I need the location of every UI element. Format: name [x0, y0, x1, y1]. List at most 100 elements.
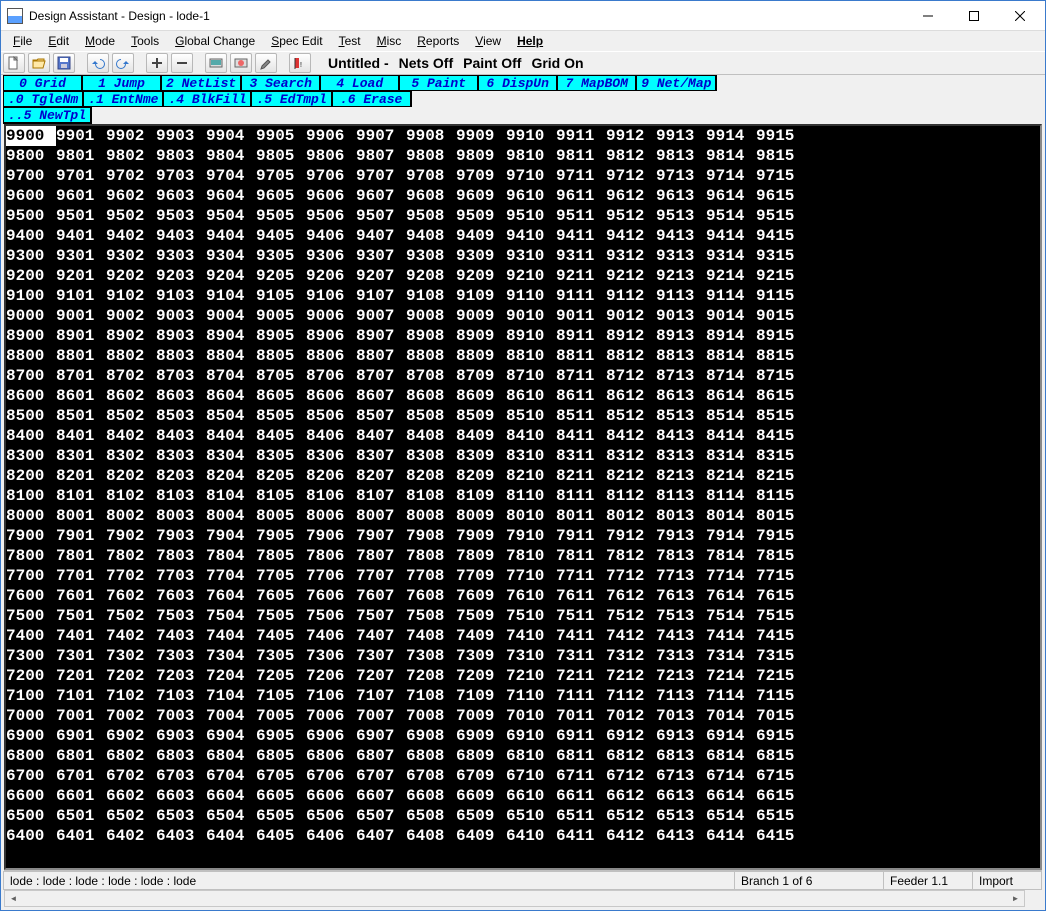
grid-cell[interactable]: 7909: [456, 526, 506, 546]
grid-cell[interactable]: 7314: [706, 646, 756, 666]
menu-mode[interactable]: Mode: [77, 32, 123, 50]
grid-cell[interactable]: 8812: [606, 346, 656, 366]
grid-cell[interactable]: 7200: [6, 666, 56, 686]
grid-cell[interactable]: 9714: [706, 166, 756, 186]
grid-cell[interactable]: 6610: [506, 786, 556, 806]
grid-cell[interactable]: 8515: [756, 406, 806, 426]
grid-cell[interactable]: 7102: [106, 686, 156, 706]
grid-cell[interactable]: 8805: [256, 346, 306, 366]
grid-cell[interactable]: 9906: [306, 126, 356, 146]
grid-cell[interactable]: 7015: [756, 706, 806, 726]
grid-cell[interactable]: 8700: [6, 366, 56, 386]
menu-help[interactable]: Help: [509, 32, 551, 50]
grid-cell[interactable]: 8015: [756, 506, 806, 526]
grid-cell[interactable]: 7312: [606, 646, 656, 666]
grid-cell[interactable]: 8213: [656, 466, 706, 486]
grid-cell[interactable]: 7300: [6, 646, 56, 666]
grid-cell[interactable]: 8307: [356, 446, 406, 466]
grid-cell[interactable]: 7203: [156, 666, 206, 686]
grid-cell[interactable]: 8808: [406, 346, 456, 366]
grid-cell[interactable]: 8303: [156, 446, 206, 466]
grid-cell[interactable]: 8110: [506, 486, 556, 506]
grid-cell[interactable]: 8312: [606, 446, 656, 466]
grid-cell[interactable]: 8405: [256, 426, 306, 446]
grid-cell[interactable]: 9315: [756, 246, 806, 266]
grid-cell[interactable]: 6808: [406, 746, 456, 766]
grid-cell[interactable]: 7711: [556, 566, 606, 586]
grid-cell[interactable]: 8806: [306, 346, 356, 366]
grid-cell[interactable]: 9210: [506, 266, 556, 286]
grid-cell[interactable]: 7313: [656, 646, 706, 666]
grid-cell[interactable]: 6715: [756, 766, 806, 786]
grid-cell[interactable]: 9701: [56, 166, 106, 186]
grid-cell[interactable]: 9203: [156, 266, 206, 286]
grid-cell[interactable]: 8513: [656, 406, 706, 426]
grid-cell[interactable]: 7805: [256, 546, 306, 566]
grid-cell[interactable]: 8003: [156, 506, 206, 526]
grid-cell[interactable]: 6700: [6, 766, 56, 786]
grid-cell[interactable]: 9704: [206, 166, 256, 186]
maximize-button[interactable]: [951, 2, 997, 30]
grid-cell[interactable]: 9710: [506, 166, 556, 186]
grid-cell[interactable]: 7907: [356, 526, 406, 546]
grid-cell[interactable]: 9201: [56, 266, 106, 286]
fn-button-0-grid[interactable]: 0 Grid: [3, 75, 83, 92]
grid-cell[interactable]: 9515: [756, 206, 806, 226]
grid-cell[interactable]: 9907: [356, 126, 406, 146]
grid-cell[interactable]: 9708: [406, 166, 456, 186]
grid-cell[interactable]: 6801: [56, 746, 106, 766]
fn-button--6-erase[interactable]: .6 Erase: [332, 91, 412, 108]
grid-cell[interactable]: 8813: [656, 346, 706, 366]
grid-cell[interactable]: 6406: [306, 826, 356, 846]
grid-cell[interactable]: 9313: [656, 246, 706, 266]
grid-cell[interactable]: 8903: [156, 326, 206, 346]
grid-cell[interactable]: 8006: [306, 506, 356, 526]
grid-cell[interactable]: 9711: [556, 166, 606, 186]
grid-cell[interactable]: 8406: [306, 426, 356, 446]
grid-cell[interactable]: 9802: [106, 146, 156, 166]
grid-cell[interactable]: 9812: [606, 146, 656, 166]
grid-cell[interactable]: 6811: [556, 746, 606, 766]
grid-cell[interactable]: 8103: [156, 486, 206, 506]
grid-cell[interactable]: 7813: [656, 546, 706, 566]
grid-cell[interactable]: 8008: [406, 506, 456, 526]
grid-cell[interactable]: 7904: [206, 526, 256, 546]
grid-cell[interactable]: 7403: [156, 626, 206, 646]
grid-cell[interactable]: 6810: [506, 746, 556, 766]
grid-cell[interactable]: 6709: [456, 766, 506, 786]
grid-cell[interactable]: 9112: [606, 286, 656, 306]
grid-cell[interactable]: 7802: [106, 546, 156, 566]
grid-cell[interactable]: 7406: [306, 626, 356, 646]
grid-cell[interactable]: 9412: [606, 226, 656, 246]
grid-cell[interactable]: 8904: [206, 326, 256, 346]
grid-cell[interactable]: 8301: [56, 446, 106, 466]
close-button[interactable]: [997, 2, 1043, 30]
grid-cell[interactable]: 8208: [406, 466, 456, 486]
menu-misc[interactable]: Misc: [369, 32, 410, 50]
grid-cell[interactable]: 9902: [106, 126, 156, 146]
remove-button[interactable]: [171, 53, 193, 73]
grid-cell[interactable]: 7409: [456, 626, 506, 646]
grid-cell[interactable]: 9607: [356, 186, 406, 206]
grid-cell[interactable]: 9901: [56, 126, 106, 146]
grid-cell[interactable]: 7514: [706, 606, 756, 626]
grid-cell[interactable]: 8410: [506, 426, 556, 446]
grid-cell[interactable]: 8711: [556, 366, 606, 386]
grid-cell[interactable]: 6503: [156, 806, 206, 826]
grid-cell[interactable]: 7003: [156, 706, 206, 726]
fn-button-1-jump[interactable]: 1 Jump: [82, 75, 162, 92]
grid-cell[interactable]: 8613: [656, 386, 706, 406]
grid-cell[interactable]: 8306: [306, 446, 356, 466]
grid-cell[interactable]: 8115: [756, 486, 806, 506]
grid-cell[interactable]: 9209: [456, 266, 506, 286]
grid-cell[interactable]: 9703: [156, 166, 206, 186]
grid-cell[interactable]: 7014: [706, 706, 756, 726]
grid-cell[interactable]: 8909: [456, 326, 506, 346]
grid-cell[interactable]: 6906: [306, 726, 356, 746]
new-button[interactable]: [3, 53, 25, 73]
data-grid[interactable]: 9900990199029903990499059906990799089909…: [4, 124, 1042, 870]
grid-cell[interactable]: 8915: [756, 326, 806, 346]
minimize-button[interactable]: [905, 2, 951, 30]
grid-cell[interactable]: 7414: [706, 626, 756, 646]
grid-cell[interactable]: 6812: [606, 746, 656, 766]
